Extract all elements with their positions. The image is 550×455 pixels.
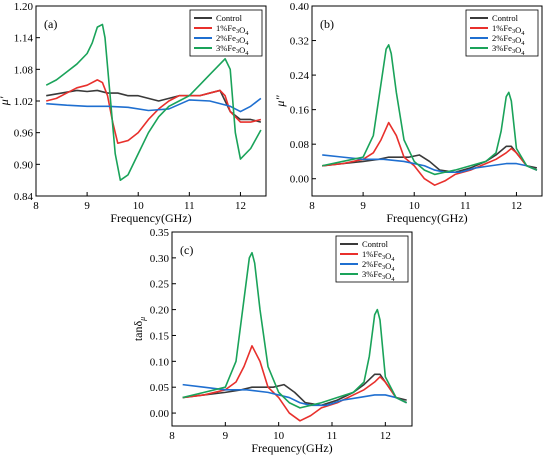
y-tick-label: 1.08 — [14, 64, 34, 76]
x-tick-label: 8 — [33, 200, 39, 212]
x-tick-label: 10 — [133, 200, 145, 212]
y-axis-label: μ'' — [273, 95, 287, 108]
y-tick-label: 0.05 — [150, 382, 170, 394]
x-tick-label: 9 — [223, 430, 229, 442]
y-tick-label: 0.20 — [150, 305, 170, 317]
y-tick-label: 0.10 — [150, 356, 170, 368]
x-axis-label: Frequency(GHz) — [110, 211, 191, 225]
series-line-4 — [322, 44, 538, 176]
y-tick-label: 0.25 — [150, 279, 170, 291]
legend-entry: 1%Fe3O4 — [492, 23, 525, 37]
y-tick-label: 1.14 — [14, 33, 34, 45]
plot-frame — [171, 231, 413, 427]
legend-entry: 1%Fe3O4 — [362, 249, 395, 263]
y-tick-label: 0.00 — [150, 408, 170, 420]
y-tick-label: 0.40 — [290, 1, 310, 13]
legend-entry: 3%Fe3O4 — [362, 269, 395, 283]
series-line-4 — [45, 23, 262, 181]
legend-entry: 1%Fe3O4 — [216, 23, 249, 37]
y-tick-label: 0.32 — [290, 36, 309, 48]
series-line-3 — [322, 154, 538, 174]
y-tick-label: 0.00 — [290, 174, 310, 186]
chart-panel-1: 8 9 10 11 12 0.84 0.90 0.96 1.02 1.08 1.14 1.20 Freq… — [0, 1, 267, 225]
legend-entry: 2%Fe3O4 — [492, 33, 525, 47]
legend-entry: Control — [492, 13, 519, 23]
panel-label: (c) — [180, 243, 193, 257]
x-tick-label: 8 — [309, 200, 315, 212]
legend-entry: 3%Fe3O4 — [492, 43, 525, 57]
x-tick-label: 9 — [84, 200, 90, 212]
series-line-2 — [182, 345, 408, 422]
y-tick-label: 0.16 — [290, 105, 310, 117]
y-tick-label: 0.35 — [150, 227, 170, 239]
y-axis-label: tanδμ — [131, 317, 147, 341]
legend-entry: 2%Fe3O4 — [216, 33, 249, 47]
series-line-2 — [46, 79, 262, 145]
y-tick-label: 0.15 — [150, 330, 170, 342]
y-tick-label: 0.08 — [290, 139, 310, 151]
plot-frame — [311, 5, 543, 197]
series-line-3 — [182, 383, 408, 407]
y-tick-label: 1.20 — [14, 1, 34, 13]
x-tick-label: 11 — [184, 200, 195, 212]
x-tick-label: 12 — [511, 200, 522, 212]
x-tick-label: 9 — [360, 200, 366, 212]
legend-entry: Control — [216, 13, 243, 23]
y-tick-label: 0.96 — [14, 128, 34, 140]
x-tick-label: 12 — [380, 430, 391, 442]
y-tick-label: 0.90 — [14, 159, 34, 171]
y-axis-label: μ' — [0, 96, 11, 106]
x-tick-label: 11 — [327, 430, 338, 442]
x-tick-label: 10 — [409, 200, 421, 212]
panel-label: (a) — [44, 17, 57, 31]
panel-label: (b) — [320, 17, 334, 31]
y-tick-label: 1.02 — [14, 96, 33, 108]
y-tick-label: 0.24 — [290, 70, 310, 82]
chart-panel-2: 8 9 10 11 12 0.00 0.08 0.16 0.24 0.32 0.40 Frequenc… — [273, 1, 543, 225]
chart-panel-3: 8 9 10 11 12 0.00 0.05 0.10 0.15 0.20 0.25 0.30 0.35… — [131, 227, 413, 455]
legend-entry: Control — [362, 239, 389, 249]
x-axis-label: Frequency(GHz) — [251, 441, 332, 455]
y-tick-label: 0.84 — [14, 191, 34, 203]
x-tick-label: 10 — [273, 430, 285, 442]
series-line-2 — [322, 121, 538, 186]
legend-entry: 3%Fe3O4 — [216, 43, 249, 57]
y-tick-label: 0.30 — [150, 253, 170, 265]
series-line-3 — [46, 97, 262, 113]
x-axis-label: Frequency(GHz) — [386, 211, 467, 225]
series-line-4 — [182, 251, 408, 409]
x-tick-label: 8 — [169, 430, 175, 442]
x-tick-label: 12 — [235, 200, 246, 212]
x-tick-label: 11 — [460, 200, 471, 212]
legend-entry: 2%Fe3O4 — [362, 259, 395, 273]
